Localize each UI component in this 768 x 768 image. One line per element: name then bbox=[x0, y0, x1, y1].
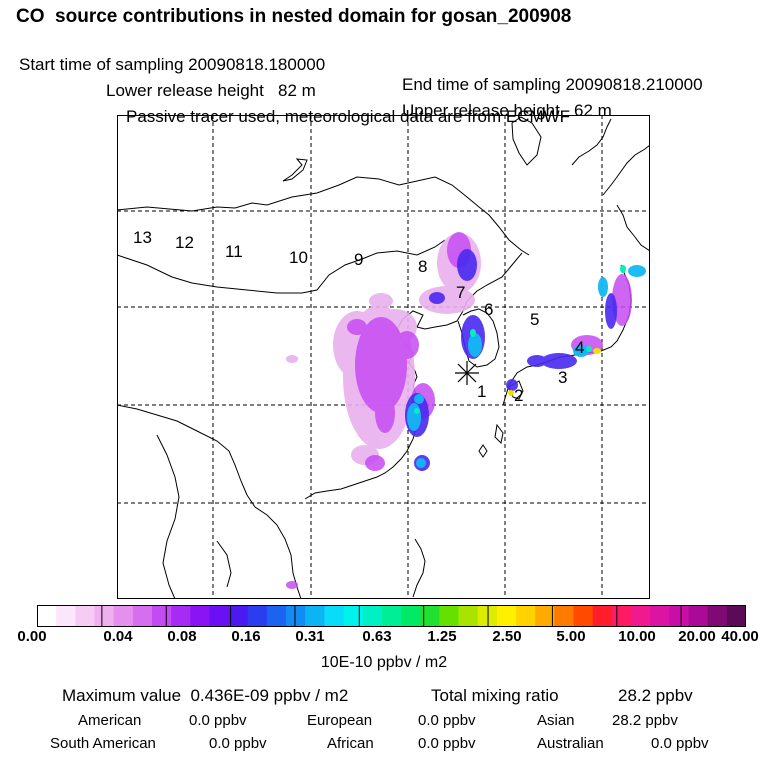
concentration-plume bbox=[286, 232, 646, 589]
colorbar-swatch bbox=[381, 605, 402, 627]
european-value: 0.0 ppbv bbox=[418, 712, 476, 729]
colorbar-swatch bbox=[650, 605, 670, 627]
australian-label: Australian bbox=[537, 735, 604, 752]
sampling-times-row: Start time of sampling 20090818.180000 E… bbox=[0, 35, 768, 95]
colorbar-swatch bbox=[573, 605, 594, 627]
colorbar-tick-label: 20.00 bbox=[678, 628, 716, 645]
region-label-8: 8 bbox=[418, 257, 427, 276]
colorbar-border bbox=[37, 605, 746, 627]
colorbar-swatch bbox=[266, 605, 287, 627]
colorbar-units: 10E-10 ppbv / m2 bbox=[320, 654, 448, 671]
colorbar-swatch bbox=[247, 605, 268, 627]
colorbar-swatch bbox=[343, 605, 364, 627]
colorbar-swatch bbox=[688, 605, 709, 627]
colorbar-swatch bbox=[305, 605, 326, 627]
map-panel: 13 12 11 10 9 8 7 6 5 4 3 2 1 bbox=[117, 115, 650, 599]
maximum-value: Maximum value 0.436E-09 ppbv / m2 bbox=[62, 686, 349, 705]
region-label-9: 9 bbox=[354, 250, 363, 269]
receptor-star-icon bbox=[455, 361, 479, 385]
region-label-12: 12 bbox=[175, 233, 194, 252]
colorbar-tick-label: 2.50 bbox=[492, 628, 522, 645]
colorbar bbox=[37, 605, 746, 627]
american-label: American bbox=[78, 712, 142, 729]
plot-title: CO source contributions in nested domain… bbox=[16, 6, 572, 27]
asian-label: Asian bbox=[537, 712, 575, 729]
region-label-7: 7 bbox=[456, 283, 465, 302]
european-label: European bbox=[307, 712, 373, 729]
colorbar-swatch bbox=[496, 605, 517, 627]
region-label-13: 13 bbox=[133, 228, 152, 247]
south-american-value: 0.0 ppbv bbox=[209, 735, 267, 752]
colorbar-swatch bbox=[94, 605, 115, 627]
colorbar-swatch bbox=[631, 605, 651, 627]
region-label-11: 11 bbox=[225, 242, 243, 261]
end-time-label: End time of sampling 20090818.210000 bbox=[402, 75, 703, 94]
colorbar-swatch bbox=[611, 605, 632, 627]
colorbar-swatch bbox=[209, 605, 230, 627]
colorbar-swatch bbox=[113, 605, 134, 627]
colorbar-swatch bbox=[439, 605, 460, 627]
colorbar-swatch bbox=[228, 605, 249, 627]
colorbar-tick-label: 1.25 bbox=[427, 628, 457, 645]
asian-value: 28.2 ppbv bbox=[612, 712, 678, 729]
region-label-2: 2 bbox=[514, 386, 523, 405]
colorbar-swatch bbox=[707, 605, 728, 627]
colorbar-swatch bbox=[37, 605, 57, 627]
colorbar-swatch bbox=[420, 605, 440, 627]
colorbar-swatch bbox=[132, 605, 153, 627]
tracer-note-row: Passive tracer used, meteorological data… bbox=[0, 87, 768, 127]
lower-release-label: Lower release height 82 m bbox=[106, 81, 316, 100]
colorbar-tick-label: 5.00 bbox=[556, 628, 586, 645]
colorbar-swatch bbox=[171, 605, 191, 627]
american-value: 0.0 ppbv bbox=[189, 712, 247, 729]
colorbar-tick-label: 0.16 bbox=[231, 628, 261, 645]
colorbar-swatch bbox=[516, 605, 536, 627]
colorbar-tick-label: 40.00 bbox=[721, 628, 759, 645]
colorbar-swatch bbox=[286, 605, 306, 627]
region-label-4: 4 bbox=[575, 338, 584, 357]
colorbar-swatch bbox=[401, 605, 421, 627]
colorbar-swatch bbox=[669, 605, 690, 627]
colorbar-tick-label: 0.00 bbox=[17, 628, 47, 645]
region-label-10: 10 bbox=[289, 248, 308, 267]
colorbar-tick-label: 0.08 bbox=[167, 628, 197, 645]
total-mixing-ratio-label: Total mixing ratio bbox=[431, 686, 559, 705]
colorbar-swatch bbox=[535, 605, 555, 627]
colorbar-swatch bbox=[362, 605, 383, 627]
colorbar-swatch bbox=[190, 605, 211, 627]
region-label-1: 1 bbox=[477, 382, 486, 401]
tracer-note: Passive tracer used, meteorological data… bbox=[126, 107, 571, 126]
colorbar-swatch bbox=[592, 605, 613, 627]
colorbar-swatch bbox=[324, 605, 345, 627]
colorbar-swatch bbox=[75, 605, 96, 627]
african-value: 0.0 ppbv bbox=[418, 735, 476, 752]
colorbar-swatch bbox=[726, 605, 746, 627]
african-label: African bbox=[327, 735, 374, 752]
colorbar-tick-label: 0.04 bbox=[103, 628, 133, 645]
colorbar-swatch bbox=[458, 605, 479, 627]
total-mixing-ratio-value: 28.2 ppbv bbox=[618, 686, 693, 705]
colorbar-swatch bbox=[554, 605, 575, 627]
colorbar-swatch bbox=[56, 605, 76, 627]
australian-value: 0.0 ppbv bbox=[651, 735, 709, 752]
region-label-6: 6 bbox=[484, 300, 493, 319]
start-time-label: Start time of sampling 20090818.180000 bbox=[19, 55, 326, 74]
colorbar-tick-label: 0.31 bbox=[295, 628, 325, 645]
region-label-3: 3 bbox=[558, 368, 567, 387]
colorbar-tick-label: 10.00 bbox=[618, 628, 656, 645]
colorbar-swatch bbox=[151, 605, 172, 627]
colorbar-tick-label: 0.63 bbox=[362, 628, 392, 645]
south-american-label: South American bbox=[50, 735, 156, 752]
region-label-5: 5 bbox=[530, 310, 539, 329]
